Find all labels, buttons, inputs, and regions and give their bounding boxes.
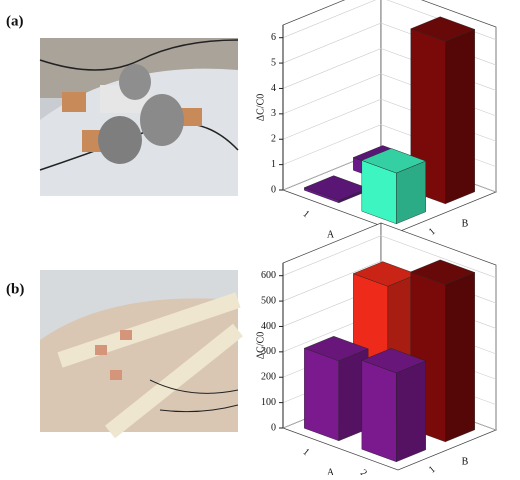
z-tick-label: 6	[271, 32, 276, 43]
z-tick-label: 4	[271, 83, 276, 94]
z-tick-label: 600	[261, 270, 276, 281]
bar-top	[361, 148, 427, 174]
y-axis-label: B	[462, 456, 469, 467]
panel-label: (a)	[6, 13, 24, 29]
bar-side	[445, 272, 475, 443]
photo-b	[40, 270, 243, 439]
z-tick-label: 200	[261, 372, 276, 383]
bar-top	[303, 336, 369, 362]
z-tick-label: 500	[261, 295, 276, 306]
y-axis-label: B	[462, 218, 469, 229]
z-tick-label: 3	[271, 108, 276, 119]
y-tick-label: 1	[427, 226, 438, 238]
bar-front	[304, 347, 339, 442]
bar-side	[445, 29, 475, 205]
z-tick-label: 0	[271, 184, 276, 195]
z-axis-label: ΔC/C0	[255, 332, 266, 360]
z-tick-label: 400	[261, 321, 276, 332]
z-tick-label: 100	[261, 397, 276, 408]
z-tick-label: 0	[271, 422, 276, 433]
z-axis-label: ΔC/C0	[255, 94, 266, 122]
bar-top	[410, 259, 476, 285]
z-tick-label: 2	[271, 134, 276, 145]
bar-side	[396, 360, 426, 463]
x-tick-label: 2	[358, 468, 369, 475]
z-tick-label: 5	[271, 57, 276, 68]
bar-top	[361, 348, 427, 374]
grid-line	[282, 235, 497, 278]
bar-top	[410, 16, 476, 42]
z-tick-label: 300	[261, 346, 276, 357]
x-tick-label: 1	[300, 447, 311, 459]
z-tick-label: 1	[271, 159, 276, 170]
x-axis-label: A	[327, 229, 335, 240]
bar-front	[361, 360, 397, 463]
x-axis-label: A	[327, 467, 335, 475]
photo-a	[39, 38, 239, 196]
panel-label: (b)	[6, 281, 24, 297]
y-tick-label: 1	[427, 464, 438, 475]
x-tick-label: 1	[300, 209, 311, 221]
